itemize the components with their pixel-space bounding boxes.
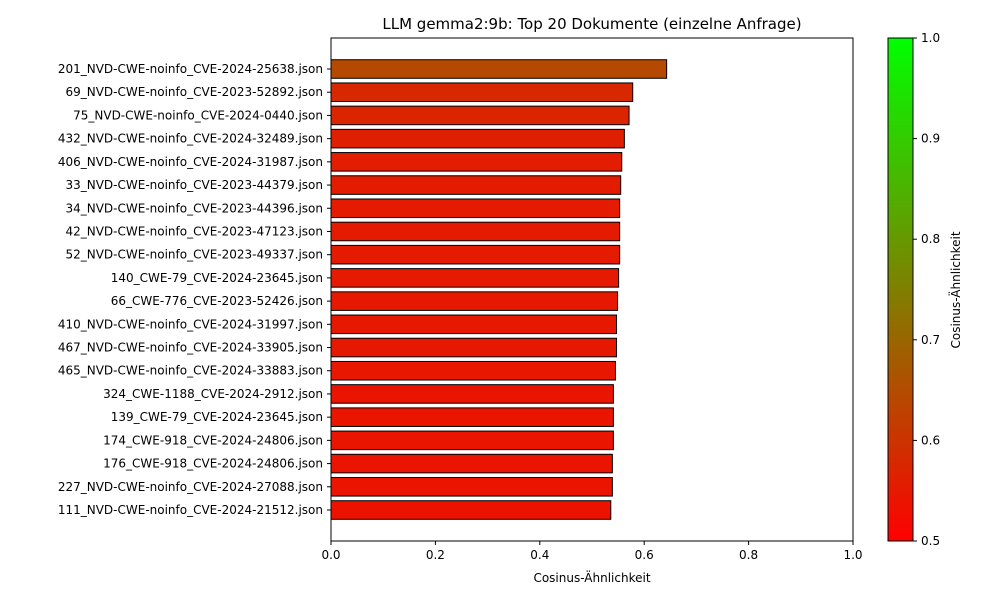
bar [330,198,621,219]
y-tick-label: 111_NVD-CWE-noinfo_CVE-2024-21512.json [58,503,323,517]
y-tick-labels: 201_NVD-CWE-noinfo_CVE-2024-25638.json 69… [58,62,331,517]
y-tick-label: 467_NVD-CWE-noinfo_CVE-2024-33905.json [58,341,323,355]
x-tick-label: 0.4 [530,548,549,562]
colorbar-tick-label: 0.9 [921,132,940,146]
bar [330,291,619,311]
y-tick-label: 33_NVD-CWE-noinfo_CVE-2023-44379.json [65,178,323,192]
colorbar-tick-label: 0.7 [921,333,940,347]
bar [330,175,622,195]
y-tick-label: 34_NVD-CWE-noinfo_CVE-2023-44396.json [65,201,323,215]
bar [330,268,620,288]
colorbar-label: Cosinus-Ähnlichkeit [948,231,963,348]
y-tick-label: 201_NVD-CWE-noinfo_CVE-2024-25638.json [58,62,323,76]
x-axis-label: Cosinus-Ähnlichkeit [533,570,650,585]
y-tick-label: 52_NVD-CWE-noinfo_CVE-2023-49337.json [65,248,323,262]
y-tick-label: 75_NVD-CWE-noinfo_CVE-2024-0440.json [73,108,323,122]
bar [330,407,614,427]
y-tick-label: 324_CWE-1188_CVE-2024-2912.json [103,387,323,401]
y-tick-label: 140_CWE-79_CVE-2024-23645.json [111,271,323,285]
x-tick-label: 0.6 [635,548,654,562]
plot-frame [330,37,854,542]
bar [330,384,614,404]
y-tick-label: 432_NVD-CWE-noinfo_CVE-2024-32489.json [58,132,323,146]
bar [330,500,612,520]
x-tick-label: 1.0 [843,548,862,562]
x-tick-label: 0.8 [739,548,758,562]
bar [330,82,634,102]
y-tick-label: 174_CWE-918_CVE-2024-24806.json [103,433,323,447]
y-tick-label: 66_CWE-776_CVE-2023-52426.json [111,294,323,308]
bar [330,337,618,358]
bar [330,477,613,497]
bar [330,105,630,126]
y-tick-label: 406_NVD-CWE-noinfo_CVE-2024-31987.json [58,155,323,169]
bar [330,59,668,79]
x-tick-label: 0.0 [321,548,340,562]
y-tick-label: 465_NVD-CWE-noinfo_CVE-2024-33883.json [58,364,323,378]
y-tick-label: 410_NVD-CWE-noinfo_CVE-2024-31997.json [58,317,323,331]
colorbar-tick-label: 0.8 [921,232,940,246]
y-tick-label: 139_CWE-79_CVE-2024-23645.json [111,410,323,424]
bars-layer [330,59,668,520]
bar [330,360,616,381]
colorbar-tick-label: 1.0 [921,31,940,45]
y-tick-label: 42_NVD-CWE-noinfo_CVE-2023-47123.json [65,224,323,238]
y-tick-label: 176_CWE-918_CVE-2024-24806.json [103,457,323,471]
bar [330,128,625,149]
bar [330,314,618,335]
bar [330,152,623,172]
bar [330,430,614,451]
x-axis-ticks: 0.0 0.2 0.4 0.6 0.8 1.0 [321,541,863,562]
bar [330,453,613,474]
chart-title: LLM gemma2:9b: Top 20 Dokumente (einzeln… [382,15,801,33]
bar [330,244,621,265]
y-tick-label: 227_NVD-CWE-noinfo_CVE-2024-27088.json [58,480,323,494]
colorbar [887,37,914,542]
y-tick-label: 69_NVD-CWE-noinfo_CVE-2023-52892.json [65,85,323,99]
colorbar-ticks: 0.5 0.6 0.7 0.8 0.9 1.0 [913,31,940,548]
colorbar-tick-label: 0.6 [921,433,940,447]
colorbar-tick-label: 0.5 [921,534,940,548]
bar [330,221,621,242]
x-tick-label: 0.2 [426,548,445,562]
